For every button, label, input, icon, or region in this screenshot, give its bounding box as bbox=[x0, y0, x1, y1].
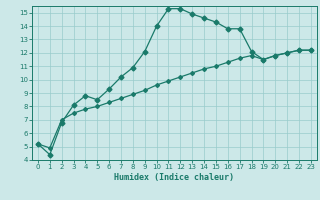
X-axis label: Humidex (Indice chaleur): Humidex (Indice chaleur) bbox=[115, 173, 234, 182]
